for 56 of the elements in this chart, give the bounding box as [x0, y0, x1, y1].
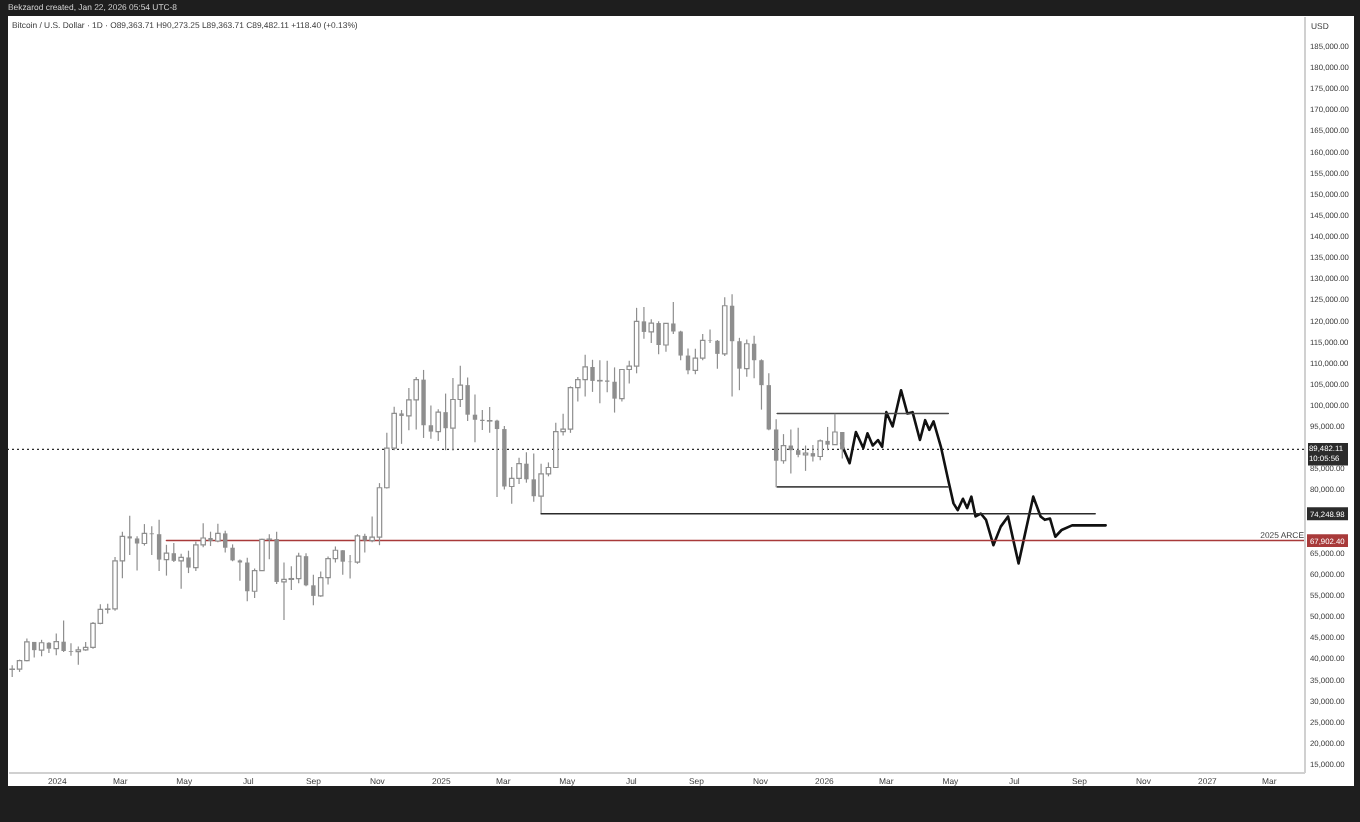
candlestick — [443, 392, 448, 451]
candlestick — [178, 553, 184, 590]
candlestick — [340, 549, 345, 576]
line-series — [839, 388, 1107, 565]
candlestick — [61, 619, 66, 653]
candlestick — [810, 444, 816, 463]
candlestick — [825, 426, 830, 451]
candlestick — [692, 348, 699, 375]
candlestick — [605, 360, 610, 393]
candlestick — [274, 531, 279, 585]
candlestick — [802, 444, 809, 472]
candlestick — [737, 337, 742, 391]
candlestick — [149, 525, 154, 556]
candlestick — [516, 457, 522, 485]
candlestick — [766, 372, 772, 431]
candlestick — [53, 632, 60, 656]
candlestick — [633, 307, 640, 374]
candlestick — [171, 542, 176, 563]
candlestick — [223, 530, 228, 553]
candlestick — [421, 369, 426, 439]
candlestick — [193, 540, 199, 572]
candlestick — [582, 354, 588, 398]
candlestick — [832, 413, 838, 446]
candlestick — [303, 552, 309, 587]
candlestick — [435, 408, 442, 442]
candlestick — [678, 330, 683, 361]
candlestick — [311, 574, 316, 606]
candlestick — [597, 359, 603, 404]
candlestick — [759, 358, 764, 411]
candlestick — [612, 366, 617, 414]
candlestick — [465, 376, 470, 422]
candlestick — [773, 418, 779, 488]
candlestick — [406, 387, 412, 431]
candlestick — [729, 293, 735, 398]
candlestick — [663, 322, 669, 353]
candlestick — [656, 320, 661, 355]
candlestick — [75, 645, 82, 666]
candlestick — [68, 642, 74, 657]
candlestick — [743, 338, 750, 378]
candlestick — [552, 422, 559, 469]
candlestick — [413, 376, 420, 431]
candlestick — [134, 535, 140, 572]
candlestick — [531, 452, 536, 503]
candlestick — [524, 451, 529, 484]
candlestick — [354, 533, 361, 565]
candlestick — [450, 377, 456, 452]
candlestick — [472, 393, 478, 443]
candlestick — [619, 368, 625, 403]
candlestick — [590, 359, 595, 393]
candlestick — [186, 550, 191, 574]
candlestick — [295, 552, 302, 584]
candlestick — [428, 404, 434, 440]
candlestick — [538, 463, 544, 514]
candlestick — [156, 519, 162, 572]
candlestick — [567, 385, 574, 434]
candlestick — [795, 427, 801, 458]
